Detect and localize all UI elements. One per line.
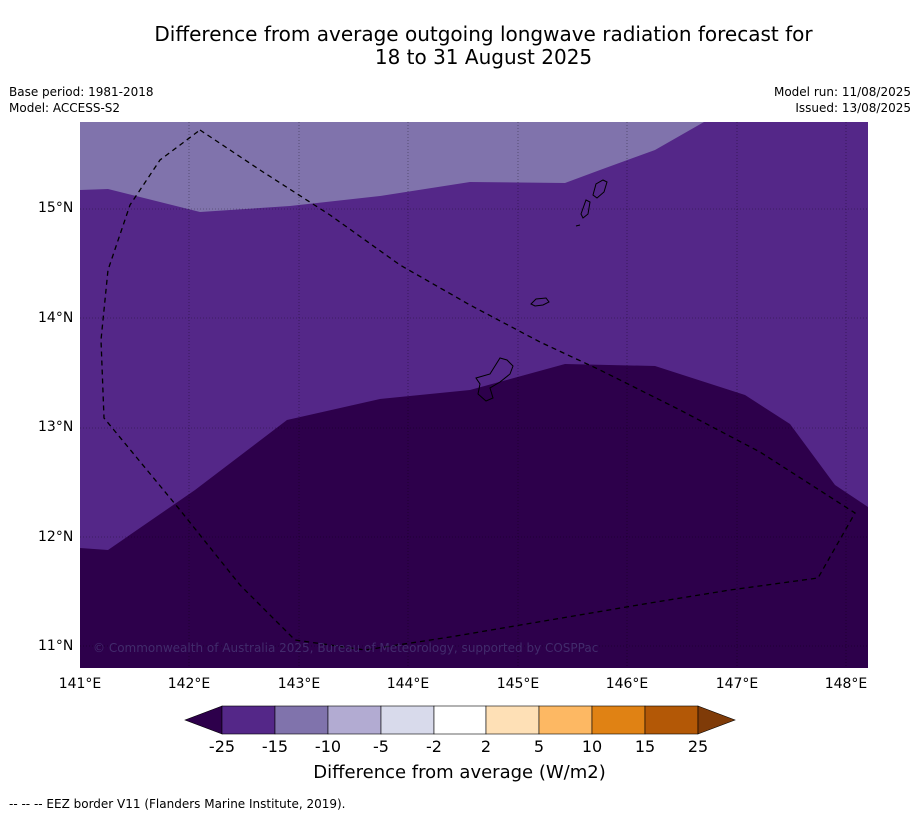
aguijan-island — [575, 224, 581, 227]
model-run-date: Model run: 11/08/2025 — [773, 85, 911, 99]
colorbar-segment — [644, 705, 699, 735]
colorbar-tick-label: -10 — [314, 737, 342, 756]
colorbar-tick-label: 2 — [480, 737, 492, 756]
lon-tick-label: 143°E — [277, 676, 321, 692]
colorbar — [184, 705, 736, 735]
lon-tick-label: 147°E — [715, 676, 759, 692]
colorbar-segment — [327, 705, 382, 735]
chart-title-line2: 18 to 31 August 2025 — [374, 45, 593, 69]
lon-tick-label: 146°E — [605, 676, 649, 692]
lat-tick-label: 14°N — [38, 310, 74, 326]
colorbar-segment — [221, 705, 276, 735]
colorbar-tick-label: -15 — [261, 737, 289, 756]
copyright-notice: © Commonwealth of Australia 2025, Bureau… — [93, 641, 599, 655]
lon-tick-label: 144°E — [386, 676, 430, 692]
saipan-island — [592, 179, 608, 199]
lon-tick-label: 141°E — [58, 676, 102, 692]
anomaly-band-minus15-minus10 — [80, 122, 704, 212]
colorbar-tick-label: 5 — [533, 737, 545, 756]
lat-tick-label: 11°N — [38, 638, 74, 654]
colorbar-tick-label: -5 — [373, 737, 389, 756]
colorbar-lower-extend — [184, 705, 223, 735]
colorbar-segment — [380, 705, 435, 735]
colorbar-tick-label: 15 — [634, 737, 656, 756]
eez-footnote: -- -- -- EEZ border V11 (Flanders Marine… — [9, 797, 346, 811]
colorbar-segment — [274, 705, 329, 735]
colorbar-upper-extend — [697, 705, 736, 735]
tinian-island — [580, 199, 591, 219]
anomaly-band-below-minus25 — [80, 364, 868, 668]
islands — [475, 179, 608, 402]
guam-island — [475, 357, 514, 402]
lon-tick-label: 148°E — [824, 676, 868, 692]
base-period: Base period: 1981-2018 — [9, 85, 154, 99]
rota-island — [530, 297, 550, 307]
colorbar-tick-label: -25 — [208, 737, 236, 756]
lon-tick-label: 145°E — [496, 676, 540, 692]
chart-title-line1: Difference from average outgoing longwav… — [154, 22, 813, 46]
colorbar-tick-label: 25 — [687, 737, 709, 756]
colorbar-title: Difference from average (W/m2) — [313, 762, 606, 783]
colorbar-segment — [538, 705, 593, 735]
colorbar-tick-label: 10 — [581, 737, 603, 756]
meta-right: Model run: 11/08/2025 Issued: 13/08/2025 — [774, 84, 911, 116]
colorbar-segment — [433, 705, 487, 735]
colorbar-tick-label: -2 — [426, 737, 442, 756]
lon-tick-label: 142°E — [167, 676, 211, 692]
lat-tick-label: 13°N — [38, 419, 74, 435]
issued-date: Issued: 13/08/2025 — [795, 101, 911, 115]
lat-tick-label: 15°N — [38, 200, 74, 216]
colorbar-segment — [485, 705, 540, 735]
graticule — [80, 122, 868, 668]
meta-left: Base period: 1981-2018 Model: ACCESS-S2 — [9, 84, 154, 116]
model-name: Model: ACCESS-S2 — [9, 101, 121, 115]
colorbar-segment — [591, 705, 646, 735]
lat-tick-label: 12°N — [38, 529, 74, 545]
